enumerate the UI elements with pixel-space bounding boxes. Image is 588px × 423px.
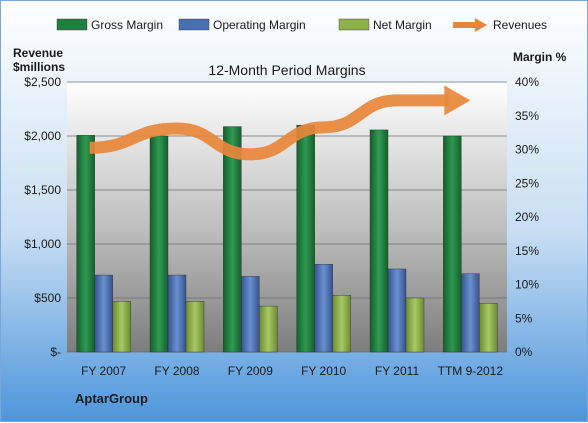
y-right-tick-label: 10%: [515, 278, 539, 292]
y-right-tick-label: 0%: [515, 345, 533, 359]
net-margin-bar: [259, 305, 278, 353]
chart-title: 12-Month Period Margins: [208, 62, 365, 78]
y-left-tick-label: $2,500: [24, 75, 61, 89]
plot-area: [67, 82, 507, 352]
y-left-label-line2: $millions: [13, 60, 65, 74]
x-tick-label: FY 2011: [375, 364, 420, 378]
y-right-tick-label: 20%: [515, 210, 539, 224]
operating-margin-bar: [94, 274, 113, 353]
gross-margin-bar: [76, 135, 95, 353]
legend-swatch: [178, 18, 210, 31]
net-margin-bar: [185, 301, 205, 353]
y-right-tick-label: 40%: [515, 75, 539, 89]
gross-margin-bar: [223, 126, 242, 353]
y-left-tick-label: $2,000: [24, 129, 61, 143]
revenues-line: [89, 94, 449, 161]
y-right-tick-label: 35%: [515, 109, 539, 123]
y-left-tick-label: $1,500: [24, 183, 61, 197]
gross-margin-bar: [149, 135, 169, 353]
revenues-arrowhead: [444, 85, 471, 116]
y-right-tick-label: 30%: [515, 143, 539, 157]
legend-swatch: [56, 18, 88, 31]
y-left-tick-label: $500: [34, 291, 61, 305]
legend-label: Net Margin: [373, 18, 432, 32]
net-margin-bar: [405, 297, 425, 353]
operating-margin-bar: [461, 273, 480, 353]
y-left-tick-label: $1,000: [24, 237, 61, 251]
x-tick-label: TTM 9-2012: [438, 364, 504, 378]
y-right-label: Margin %: [513, 50, 567, 64]
legend-label: Operating Margin: [213, 18, 306, 32]
y-right-tick-label: 5%: [515, 311, 533, 325]
y-right-tick-label: 15%: [515, 244, 539, 258]
net-margin-bar: [112, 301, 131, 353]
x-tick-label: FY 2007: [81, 364, 126, 378]
gross-margin-bar: [443, 135, 462, 353]
y-left-label-line1: Revenue: [13, 46, 63, 60]
operating-margin-bar: [167, 274, 187, 353]
legend-swatch: [338, 18, 370, 31]
x-tick-label: FY 2010: [301, 364, 346, 378]
operating-margin-bar: [387, 268, 407, 353]
legend-label: Gross Margin: [91, 18, 163, 32]
y-left-tick-label: $-: [50, 345, 61, 359]
net-margin-bar: [332, 295, 351, 353]
legend-arrowhead-revenues: [475, 18, 487, 32]
x-tick-label: FY 2008: [154, 364, 199, 378]
operating-margin-bar: [314, 264, 333, 353]
net-margin-bar: [479, 303, 498, 353]
y-right-tick-label: 25%: [515, 176, 539, 190]
operating-margin-bar: [241, 276, 260, 353]
legend-label: Revenues: [493, 18, 547, 32]
gross-margin-bar: [369, 129, 389, 353]
gross-margin-bar: [296, 124, 315, 353]
x-tick-label: FY 2009: [228, 364, 273, 378]
company-label: AptarGroup: [75, 391, 148, 406]
